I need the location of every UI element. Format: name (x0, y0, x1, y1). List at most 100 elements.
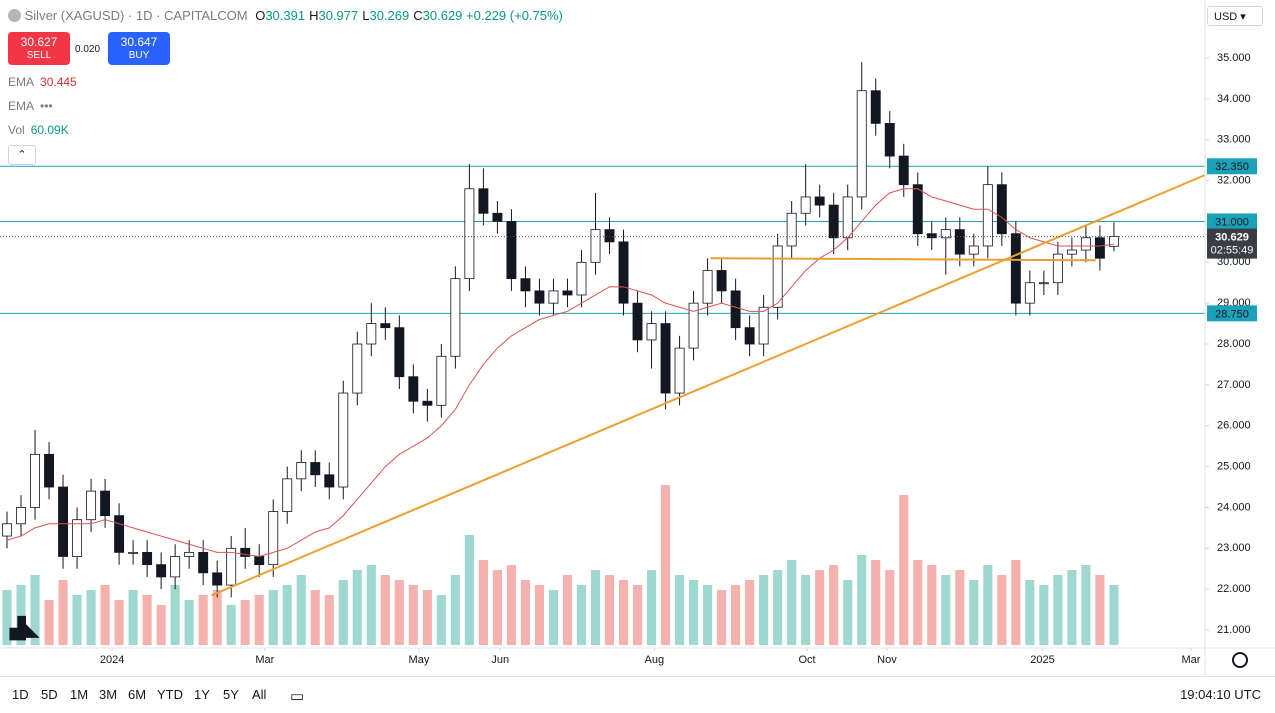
candle-body (590, 229, 601, 263)
x-tick-label: Mar (255, 654, 274, 666)
candle-body (128, 551, 139, 554)
volume-bar (352, 570, 362, 645)
toolbar: ▭ 19:04:10 UTC 1D 5D 1M 3M 6M YTD 1Y 5Y All (0, 676, 1275, 713)
range-button[interactable]: All (252, 687, 267, 702)
volume-bar (941, 575, 951, 645)
range-button[interactable]: 3M (99, 687, 118, 702)
candle-body (492, 212, 503, 222)
candle-body (44, 453, 54, 488)
volume-bar (829, 565, 839, 645)
volume-bar (660, 485, 671, 645)
candle-body (884, 122, 895, 157)
volume-bar (675, 575, 685, 645)
range-button[interactable]: 1Y (194, 687, 210, 702)
candle-body (86, 490, 97, 521)
volume-bar (927, 565, 937, 645)
y-tick-label: 35.000 (1217, 52, 1251, 64)
volume-bar (198, 595, 208, 645)
range-button[interactable]: 5Y (223, 687, 239, 702)
volume-bar (240, 600, 250, 645)
buy-button[interactable]: 30.647 BUY (108, 32, 170, 65)
ohlc-key: O (255, 8, 266, 23)
countdown: 02:55:49 (1211, 245, 1254, 257)
volume-bar (296, 575, 306, 645)
last-price-bg (1207, 228, 1257, 259)
ohlc-key: H (309, 8, 319, 23)
volume-bar (30, 575, 40, 645)
x-tick-label: Jun (491, 654, 509, 666)
candle-body (842, 196, 853, 239)
candle-body (478, 188, 489, 214)
volume-bar (422, 590, 432, 645)
candle-body (310, 462, 321, 476)
ohlc: O30.391 H30.977 L30.269 C30.629 (251, 8, 462, 23)
candle-body (870, 90, 881, 124)
spread: 0.020 (75, 44, 101, 55)
buy-label: BUY (128, 50, 150, 61)
candle-body (268, 511, 279, 566)
ohlc-value: 30.269 (369, 8, 410, 23)
settings-button[interactable] (1232, 652, 1248, 668)
volume-bar (787, 560, 797, 645)
volume-bar (703, 585, 713, 645)
candle-body (156, 564, 167, 578)
y-tick-label: 23.000 (1217, 542, 1251, 554)
volume-bar (1095, 575, 1105, 645)
indicator-value: 30.445 (40, 75, 77, 89)
x-tick-label: 2025 (1030, 654, 1054, 666)
volume-bar (590, 570, 601, 645)
volume-bar (268, 590, 278, 645)
candle-body (58, 486, 69, 557)
indicator-name: EMA (8, 75, 35, 89)
candle-body (576, 261, 587, 296)
range-button[interactable]: 6M (128, 687, 147, 702)
currency-button[interactable]: USD ▾ (1207, 6, 1263, 26)
candle-body (744, 327, 755, 345)
volume-bar (478, 560, 488, 645)
x-tick-label: 2024 (100, 654, 124, 666)
range-button[interactable]: YTD (157, 687, 183, 702)
candle-body (786, 212, 797, 247)
hline-label: 28.750 (1215, 308, 1249, 320)
y-tick-label: 21.000 (1217, 624, 1251, 636)
hline-label-bg (1207, 305, 1257, 322)
volume-bar (801, 575, 811, 645)
candle-body (142, 551, 153, 566)
symbol: Silver (XAGUSD) · 1D · CAPITALCOM (24, 8, 248, 23)
candle-body (730, 290, 741, 329)
candle-body (646, 323, 657, 341)
volume-bar (114, 600, 124, 645)
candle-body (1024, 282, 1035, 304)
volume-bar (338, 580, 348, 645)
candle-body (632, 302, 643, 341)
volume-bar (506, 565, 516, 645)
candle-body (954, 229, 965, 255)
compare-button[interactable]: ▭ (290, 688, 305, 705)
volume-bar (128, 590, 138, 645)
change: +0.229 (+0.75%) (466, 8, 563, 23)
volume-bar (380, 575, 390, 645)
volume-bar (212, 590, 222, 645)
volume-bar (562, 575, 573, 645)
volume-bar (1109, 584, 1119, 645)
range-button[interactable]: 1D (12, 687, 29, 702)
volume-bar (955, 570, 965, 645)
volume-bar (1039, 585, 1049, 645)
candle-body (436, 355, 447, 406)
volume-bar (618, 580, 629, 645)
volume-bar (366, 565, 376, 645)
volume-bar (450, 575, 460, 645)
indicator-value: 60.09K (30, 123, 69, 137)
sell-button[interactable]: 30.627 SELL (8, 32, 70, 65)
collapse-button[interactable]: ⌃ (8, 145, 36, 165)
candle-body (366, 323, 377, 345)
ema-line (6, 188, 1114, 557)
range-button[interactable]: 5D (41, 687, 58, 702)
symbol-icon (8, 9, 21, 22)
range-button[interactable]: 1M (70, 687, 89, 702)
y-tick-label: 24.000 (1217, 501, 1251, 513)
volume-bar (394, 580, 404, 645)
candle-body (2, 523, 12, 537)
ohlc-value: 30.391 (265, 8, 306, 23)
